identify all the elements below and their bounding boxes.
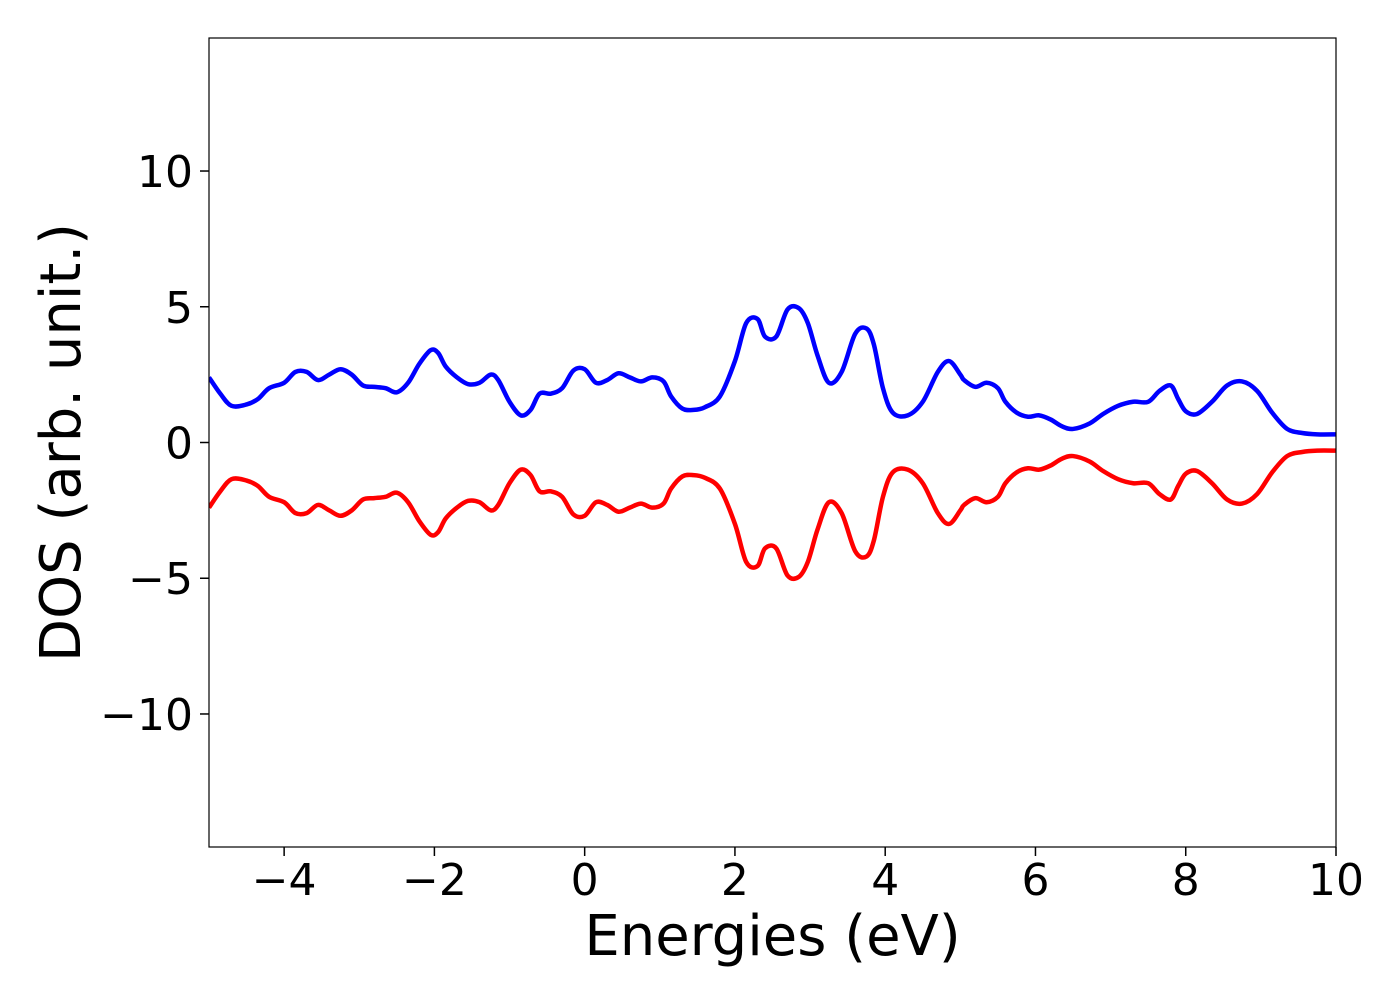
x-axis: −4 −2 0 2 4 6 8 10	[252, 847, 1364, 906]
x-tick-label: 2	[721, 855, 749, 906]
x-axis-label: Energies (eV)	[584, 904, 960, 969]
x-tick-label: 8	[1172, 855, 1200, 906]
y-tick-label: 5	[165, 283, 193, 334]
series-layer	[209, 303, 1336, 582]
y-tick-label: −5	[128, 554, 193, 605]
x-tick-label: −2	[402, 855, 467, 906]
plot-frame	[208, 37, 1337, 848]
series-line-red	[209, 448, 1336, 582]
y-tick-label: 0	[165, 419, 193, 470]
x-tick-label: −4	[252, 855, 317, 906]
y-axis-label: DOS (arb. unit.)	[29, 223, 94, 662]
x-tick-label: 6	[1021, 855, 1049, 906]
x-tick-label: 10	[1308, 855, 1364, 906]
series-line-blue	[209, 303, 1336, 437]
y-axis: −10 −5 0 5 10	[100, 147, 209, 741]
x-tick-label: 4	[871, 855, 899, 906]
y-tick-label: 10	[137, 147, 193, 198]
y-tick-label: −10	[100, 690, 193, 741]
x-tick-label: 0	[571, 855, 599, 906]
